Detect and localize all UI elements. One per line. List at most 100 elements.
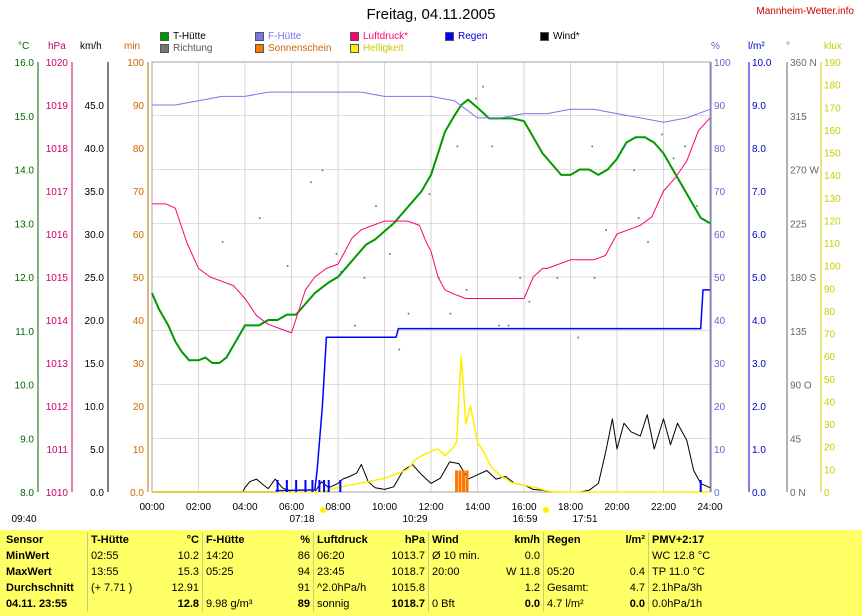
axis-tick-label-minutes: 90	[133, 101, 145, 112]
header-humidity-unit: %	[300, 534, 310, 546]
cell: sonnig	[313, 596, 382, 612]
axis-tick-label-wind_kmh: 20.0	[85, 316, 105, 327]
axis-tick-label-pressure_hpa: 1020	[46, 58, 69, 69]
table-row-current: 04.11. 23:55 12.8 9.98 g/m³ 89 sonnig 10…	[3, 596, 735, 612]
axis-tick-label-wind_kmh: 40.0	[85, 144, 105, 155]
x-tick-label: 20:00	[604, 502, 629, 513]
axis-tick-label-humidity_pct: 70	[714, 187, 726, 198]
legend-item-sonnenschein: Sonnenschein	[255, 43, 331, 54]
direction-point	[340, 271, 342, 273]
sunshine-bar	[458, 470, 462, 492]
direction-point	[286, 265, 289, 267]
cell: WC 12.8 °C	[648, 548, 735, 564]
axis-tick-label-pressure_hpa: 1016	[46, 230, 69, 241]
axis-tick-label-wind_kmh: 5.0	[90, 445, 104, 456]
axis-tick-label-klux: 170	[824, 103, 841, 114]
direction-point	[605, 229, 607, 231]
cell: 23:45	[313, 564, 382, 580]
legend-label: F-Hütte	[268, 31, 302, 42]
legend-swatch	[350, 32, 359, 41]
axis-tick-label-minutes: 60	[133, 230, 145, 241]
rain-event-bar	[327, 480, 330, 492]
direction-point	[528, 300, 531, 303]
series-line-luftdruck	[152, 117, 711, 334]
axis-tick-label-minutes: 10	[133, 445, 145, 456]
series-line-regen	[152, 289, 710, 493]
chart-title: Freitag, 04.11.2005	[366, 6, 496, 23]
axis-tick-label-wind_kmh: 0.0	[90, 488, 104, 499]
axis-tick-label-direction_deg: 45	[790, 434, 802, 445]
cell	[612, 548, 649, 564]
x-tick-label: 02:00	[186, 502, 211, 513]
cell: 12.91	[171, 582, 199, 594]
direction-point	[456, 145, 459, 148]
axis-tick-label-minutes: 50	[133, 273, 145, 284]
legend-item-f-huette: F-Hütte	[255, 31, 301, 42]
legend-item-luftdruck: Luftdruck*	[350, 31, 408, 42]
axis-tick-label-pressure_hpa: 1014	[46, 316, 69, 327]
statistics-table: Sensor T-Hütte °C F-Hütte % Luftdruck hP…	[0, 530, 862, 616]
legend-label: Luftdruck*	[363, 31, 409, 42]
start-time: 09:40	[11, 514, 36, 525]
axis-tick-label-klux: 140	[824, 171, 841, 182]
axis-tick-label-rain_lm2: 6.0	[752, 230, 766, 241]
axis-tick-label-rain_lm2: 8.0	[752, 144, 766, 155]
cell: 13:55	[87, 564, 156, 580]
rain-event-bar	[323, 480, 326, 492]
axis-tick-label-temp_c: 9.0	[20, 434, 34, 445]
cell: 91	[297, 582, 310, 594]
axis-tick-label-klux: 30	[824, 420, 836, 431]
cell: 89	[297, 598, 310, 610]
unit-rain: l/m²	[748, 41, 765, 52]
legend-swatch	[255, 44, 264, 53]
header-rain-unit: l/m²	[625, 534, 645, 546]
axis-tick-label-klux: 150	[824, 149, 841, 160]
x-tick-label: 12:00	[418, 502, 443, 513]
axis-tick-label-minutes: 30	[133, 359, 145, 370]
axis-tick-label-minutes: 100	[127, 58, 144, 69]
series-line-helligkeit	[152, 355, 710, 493]
table-row-max: MaxWert 13:55 15.3 05:25 94 23:45 1018.7…	[3, 564, 735, 580]
axis-tick-label-wind_kmh: 30.0	[85, 230, 105, 241]
direction-point	[398, 348, 401, 351]
axis-tick-label-klux: 80	[824, 307, 836, 318]
cell	[202, 580, 271, 596]
sunshine-bar	[462, 470, 466, 492]
cell: 4.7 l/m²	[543, 596, 612, 612]
axis-tick-label-rain_lm2: 9.0	[752, 101, 766, 112]
cell: 0.0	[629, 598, 645, 610]
axis-tick-label-direction_deg: 135	[790, 327, 807, 338]
cell: 9.98 g/m³	[202, 596, 271, 612]
axis-tick-label-rain_lm2: 5.0	[752, 273, 766, 284]
site-brand-link[interactable]: Mannheim-Wetter.info	[756, 6, 854, 17]
direction-point	[258, 217, 261, 219]
rain-event-bar	[295, 480, 298, 492]
row-label: MaxWert	[6, 566, 52, 578]
axis-tick-label-humidity_pct: 90	[714, 101, 726, 112]
axis-tick-label-temp_c: 11.0	[15, 327, 34, 338]
direction-point	[475, 97, 477, 100]
direction-point	[407, 312, 410, 315]
axis-tick-label-pressure_hpa: 1015	[46, 273, 69, 284]
legend-item-richtung: Richtung	[160, 43, 212, 54]
x-tick-label: 04:00	[232, 502, 257, 513]
axis-tick-label-temp_c: 15.0	[15, 112, 35, 123]
axis-tick-label-direction_deg: 270 W	[790, 166, 819, 177]
x-tick-label: 10:00	[372, 502, 397, 513]
cell: 0.0	[524, 550, 540, 562]
row-label: MinWert	[6, 550, 50, 562]
unit-minutes: min	[124, 41, 141, 52]
axis-tick-label-pressure_hpa: 1012	[46, 402, 69, 413]
weather-chart: 00:00 02:00 04:00 06:00 08:00 10:00 12:00 14:00…	[11, 58, 841, 525]
cell: 12.8	[177, 598, 199, 610]
header-wind: Wind	[428, 532, 497, 548]
axis-tick-label-direction_deg: 180 S	[790, 273, 816, 284]
axis-tick-label-temp_c: 16.0	[15, 58, 35, 69]
direction-point	[491, 145, 494, 148]
legend-swatch	[445, 32, 454, 41]
direction-point	[221, 241, 224, 243]
axis-tick-label-rain_lm2: 4.0	[752, 316, 766, 327]
rain-event-bar	[311, 480, 314, 492]
direction-point	[375, 205, 377, 207]
axis-tick-label-humidity_pct: 40	[714, 316, 726, 327]
